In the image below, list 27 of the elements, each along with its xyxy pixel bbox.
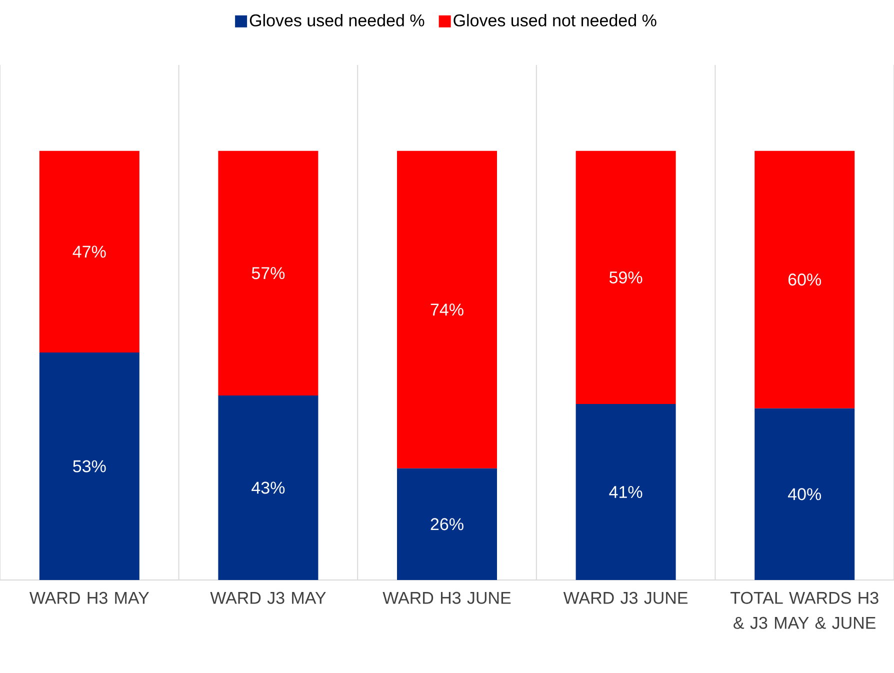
legend-label: Gloves used not needed %: [454, 14, 656, 26]
x-tick-label: WARD H3 JUNE: [382, 592, 511, 604]
bar: [39, 352, 140, 580]
x-tick-label: TOTAL WARDS H3 & J3 MAY & JUNE: [730, 592, 878, 629]
data-label: 43%: [252, 482, 285, 494]
bar: [754, 150, 855, 408]
legend-label: Gloves used needed %: [250, 14, 424, 26]
x-tick-label: WARD J3 JUNE: [563, 592, 688, 604]
data-label: 60%: [788, 274, 822, 286]
data-label: 53%: [73, 460, 106, 472]
data-label: 26%: [430, 518, 464, 530]
data-label: 40%: [788, 488, 822, 500]
data-label: 47%: [72, 246, 106, 258]
bar: [576, 150, 676, 404]
bar: [397, 150, 498, 468]
bar: [754, 408, 855, 580]
x-tick-label: WARD H3 MAY: [30, 592, 150, 604]
x-tick-label: WARD J3 MAY: [210, 592, 326, 604]
data-label: 74%: [430, 304, 464, 316]
data-label: 57%: [252, 267, 285, 280]
data-label: 41%: [609, 486, 642, 498]
bar: [397, 468, 498, 580]
bar: [576, 404, 676, 580]
bar: [218, 150, 318, 396]
bar: [39, 150, 140, 353]
data-label: 59%: [609, 271, 642, 284]
bar: [218, 395, 318, 580]
